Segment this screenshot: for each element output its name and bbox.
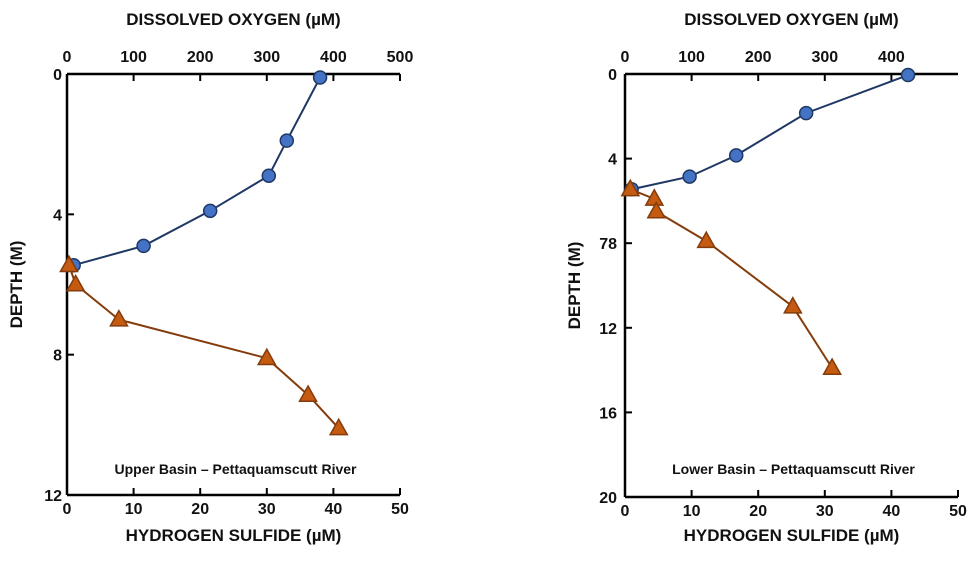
top-axis-title: DISSOLVED OXYGEN (µM) xyxy=(126,10,340,29)
y-axis-tick-label: 4 xyxy=(608,152,617,169)
dissolved-oxygen-series-line xyxy=(631,74,909,191)
y-axis-tick-label: 12 xyxy=(599,321,617,338)
hydrogen-sulfide-point xyxy=(328,417,349,436)
top-axis-tick-label: 0 xyxy=(621,49,630,66)
y-axis-tick-label: 16 xyxy=(599,405,617,422)
top-axis-tick-label: 200 xyxy=(187,49,214,66)
y-axis-tick-label: 0 xyxy=(608,67,617,84)
top-axis-title: DISSOLVED OXYGEN (µM) xyxy=(684,10,898,29)
dissolved-oxygen-point xyxy=(261,168,277,183)
dissolved-oxygen-point xyxy=(682,169,697,184)
top-axis-tick-label: 100 xyxy=(678,49,705,66)
dissolved-oxygen-point xyxy=(312,70,328,85)
dissolved-oxygen-point xyxy=(202,203,218,219)
top-axis-tick-label: 100 xyxy=(120,49,147,66)
bottom-axis-tick-label: 0 xyxy=(63,501,72,518)
top-axis-tick-label: 200 xyxy=(745,49,772,66)
bottom-axis-tick-label: 20 xyxy=(749,503,767,520)
hydrogen-sulfide-point xyxy=(783,296,803,314)
panel-lower-basin: 0 100 200 300 400 0 10 20 30 40 50 0 4 78 12 16 20 DISSOL… xyxy=(565,10,967,545)
bottom-axis-title: HYDROGEN SULFIDE (µM) xyxy=(684,526,900,545)
bottom-axis-tick-label: 10 xyxy=(683,503,701,520)
hydrogen-sulfide-point xyxy=(646,200,667,219)
bottom-axis-tick-label: 20 xyxy=(191,501,209,518)
top-axis-tick-label: 300 xyxy=(811,49,838,66)
basin-annotation: Upper Basin – Pettaquamscutt River xyxy=(115,461,358,477)
top-axis-tick-label: 400 xyxy=(878,49,905,66)
top-axis-tick-label: 400 xyxy=(320,49,347,66)
y-axis-title: DEPTH (M) xyxy=(7,241,26,329)
dissolved-oxygen-point xyxy=(136,238,151,254)
hydrogen-sulfide-point xyxy=(256,347,277,366)
hydrogen-sulfide-point xyxy=(822,357,842,376)
bottom-axis-tick-label: 40 xyxy=(325,501,343,518)
top-axis-tick-label: 300 xyxy=(253,49,280,66)
bottom-axis-tick-label: 50 xyxy=(391,501,409,518)
dissolved-oxygen-point xyxy=(728,148,744,163)
y-axis-tick-label: 12 xyxy=(44,488,62,505)
bottom-axis-tick-label: 10 xyxy=(125,501,143,518)
bottom-axis-tick-label: 0 xyxy=(621,503,630,520)
bottom-axis-tick-label: 30 xyxy=(258,501,276,518)
y-axis-title: DEPTH (M) xyxy=(565,242,584,330)
y-axis-tick-label: 4 xyxy=(53,207,62,224)
y-axis-tick-label: 20 xyxy=(599,490,617,507)
bottom-axis-tick-label: 40 xyxy=(883,503,901,520)
hydrogen-sulfide-series-line xyxy=(68,264,340,429)
dissolved-oxygen-point xyxy=(279,133,295,148)
dissolved-oxygen-series-line xyxy=(73,77,321,267)
top-axis-tick-label: 0 xyxy=(63,49,72,66)
hydrogen-sulfide-point xyxy=(109,309,129,327)
dissolved-oxygen-point xyxy=(798,105,814,121)
bottom-axis-tick-label: 30 xyxy=(816,503,834,520)
hydrogen-sulfide-point xyxy=(59,254,79,273)
bottom-axis-tick-label: 50 xyxy=(949,503,967,520)
y-axis-tick-label: 0 xyxy=(53,67,62,84)
hydrogen-sulfide-point xyxy=(696,230,717,249)
hydrogen-sulfide-point xyxy=(65,273,86,292)
basin-annotation: Lower Basin – Pettaquamscutt River xyxy=(672,461,915,477)
bottom-axis-title: HYDROGEN SULFIDE (µM) xyxy=(126,526,342,545)
dissolved-oxygen-point xyxy=(900,67,916,83)
y-axis-tick-label: 8 xyxy=(53,348,62,365)
top-axis-tick-label: 500 xyxy=(387,49,414,66)
hydrogen-sulfide-point xyxy=(298,384,318,403)
y-axis-tick-label: 78 xyxy=(599,236,617,253)
hydrogen-sulfide-point xyxy=(620,178,641,197)
